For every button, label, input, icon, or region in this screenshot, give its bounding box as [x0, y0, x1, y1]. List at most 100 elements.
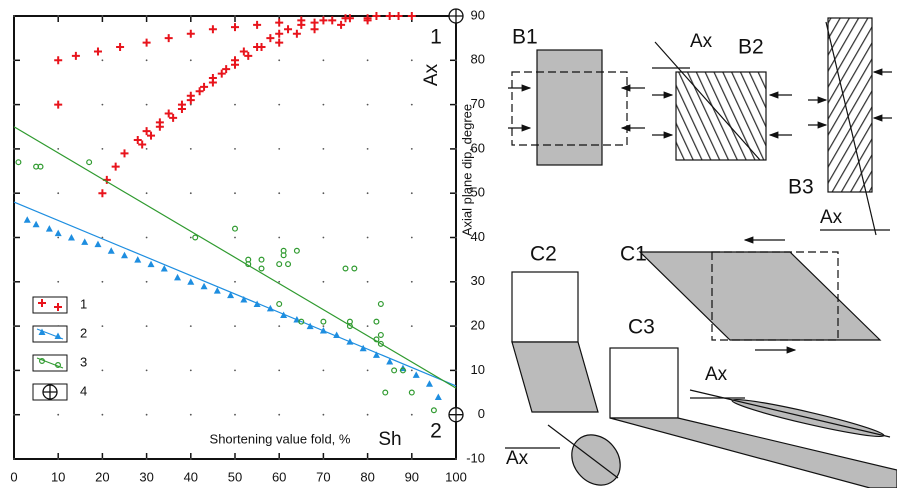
plus-marker	[142, 127, 151, 136]
triangle-marker	[200, 282, 208, 290]
circle-marker	[15, 159, 22, 166]
grid-dot	[278, 192, 281, 195]
grid-dot	[455, 103, 457, 106]
triangle-marker	[147, 260, 155, 268]
shape	[511, 341, 599, 413]
grid-dot	[189, 236, 192, 239]
plus-marker	[319, 16, 328, 25]
plus-marker	[244, 51, 253, 60]
grid-dot	[145, 15, 148, 17]
grid-dot	[455, 236, 457, 239]
plus-marker	[200, 82, 209, 91]
triangle-marker	[32, 220, 40, 228]
triangle-marker	[280, 311, 288, 319]
triangle-marker	[333, 331, 341, 338]
grid-dot	[145, 325, 148, 327]
panel-label: C3	[628, 316, 655, 339]
triangle-marker	[107, 247, 115, 254]
axis-line	[825, 21, 877, 236]
plus-marker	[38, 299, 46, 307]
grid-dot	[189, 325, 192, 327]
circle-marker	[280, 247, 287, 254]
axis-line	[547, 424, 619, 479]
grid-dot	[57, 192, 60, 195]
cross-circle-marker	[448, 8, 464, 24]
grid-dot	[13, 192, 15, 195]
triangle-marker	[81, 238, 89, 245]
shape	[638, 251, 882, 341]
grid-dot	[145, 192, 148, 195]
grid-dot	[455, 325, 457, 327]
y-tick-label: 80	[471, 52, 485, 67]
grid-dot	[145, 369, 148, 372]
plus-marker	[186, 96, 195, 105]
circle-marker	[351, 265, 358, 272]
plus-marker	[257, 43, 266, 52]
grid-dot	[234, 413, 236, 416]
grid-dot	[278, 369, 281, 372]
axis-label: Ax	[705, 364, 728, 385]
panel-label: B2	[738, 36, 764, 59]
cross-circle-marker	[42, 384, 58, 400]
grid-dot	[410, 103, 413, 106]
plus-marker	[231, 23, 239, 32]
shape	[511, 71, 628, 146]
legend-label: 4	[80, 383, 87, 398]
shape	[827, 17, 873, 193]
x-tick-label: 100	[445, 469, 467, 484]
grid-dot	[13, 458, 15, 460]
x-tick-label: 70	[316, 469, 330, 484]
plus-marker	[394, 12, 403, 20]
grid-dot	[13, 280, 15, 283]
grid-dot	[455, 192, 457, 195]
grid-dot	[322, 325, 325, 327]
y-tick-label: 0	[478, 406, 485, 421]
circle-marker	[276, 300, 283, 307]
plus-marker	[138, 140, 147, 149]
triangle-marker	[67, 234, 75, 241]
plus-marker	[208, 25, 217, 34]
y-tick-label: -10	[466, 450, 485, 465]
circle-marker	[86, 159, 93, 166]
triangle-marker	[240, 296, 248, 303]
grid-dot	[278, 59, 281, 62]
grid-dot	[57, 148, 60, 150]
grid-dot	[322, 148, 325, 150]
plus-marker	[116, 43, 125, 52]
grid-dot	[234, 280, 236, 283]
x-tick-label: 0	[10, 469, 17, 484]
grid-dot	[145, 103, 148, 106]
grid-dot	[278, 236, 281, 239]
grid-dot	[366, 59, 369, 62]
grid-dot	[57, 458, 60, 460]
legend-box	[32, 296, 68, 314]
grid-dot	[13, 369, 15, 372]
plus-marker	[297, 20, 306, 29]
circle-marker	[258, 265, 265, 272]
y-tick-label: 90	[471, 7, 485, 22]
grid-dot	[13, 413, 15, 416]
grid-dot	[410, 458, 413, 460]
circle-marker	[232, 225, 239, 232]
triangle-marker	[160, 265, 168, 272]
axis-label: Ax	[506, 448, 529, 469]
grid-dot	[455, 458, 457, 460]
grid-dot	[278, 458, 281, 460]
grid-dot	[145, 458, 148, 460]
shape	[609, 347, 679, 419]
plus-marker	[133, 136, 142, 145]
triangle-marker	[213, 287, 221, 294]
plus-marker	[239, 47, 248, 56]
shape	[511, 271, 579, 343]
shape	[536, 49, 603, 166]
annotation: Sh	[378, 429, 401, 450]
grid-dot	[57, 413, 60, 416]
plus-marker	[169, 113, 178, 122]
grid-dot	[101, 458, 104, 460]
grid-dot	[366, 280, 369, 283]
triangle-marker	[23, 216, 31, 223]
grid-dot	[366, 192, 369, 195]
plus-marker	[142, 38, 151, 47]
circle-marker	[391, 367, 398, 374]
grid-dot	[101, 103, 104, 106]
